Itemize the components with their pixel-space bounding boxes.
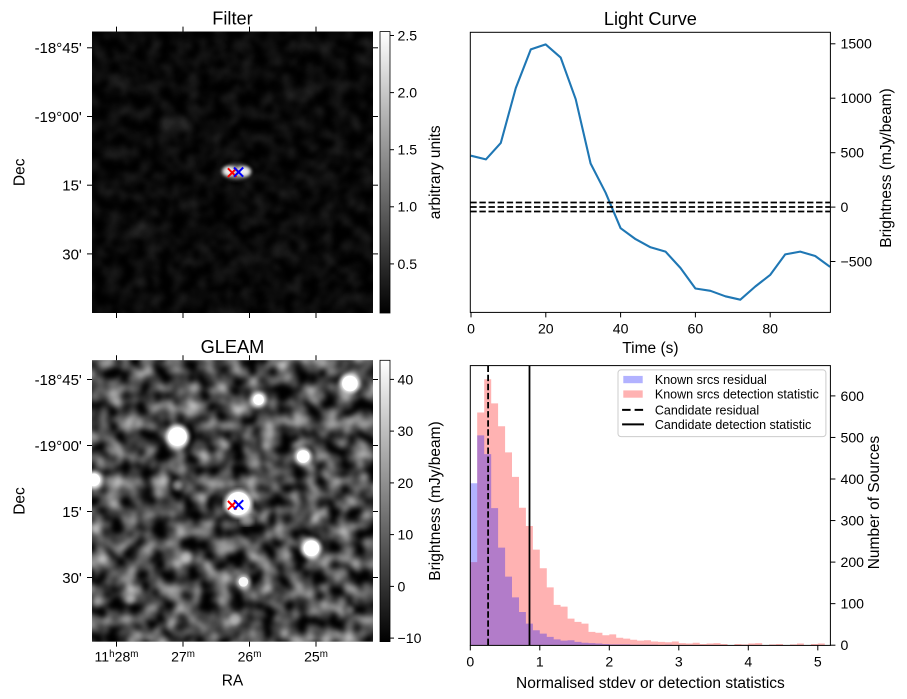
svg-text:0: 0	[466, 653, 474, 669]
svg-text:−10: −10	[398, 630, 422, 646]
svg-text:3: 3	[675, 653, 683, 669]
svg-text:Brightness (mJy/beam): Brightness (mJy/beam)	[878, 88, 895, 247]
svg-text:5: 5	[814, 653, 822, 669]
svg-text:1500: 1500	[841, 36, 873, 52]
svg-text:-19°00': -19°00'	[35, 438, 82, 455]
svg-text:0.5: 0.5	[398, 256, 418, 272]
svg-text:GLEAM: GLEAM	[201, 337, 265, 357]
svg-text:Normalised stdev or detection: Normalised stdev or detection statistics	[516, 675, 785, 692]
svg-text:15': 15'	[62, 504, 82, 521]
svg-text:0: 0	[467, 320, 475, 336]
svg-text:0: 0	[841, 199, 849, 215]
svg-text:2.0: 2.0	[398, 85, 418, 101]
svg-text:-18°45': -18°45'	[35, 40, 82, 57]
svg-text:Dec: Dec	[12, 487, 29, 515]
svg-text:Filter: Filter	[212, 8, 252, 28]
svg-text:40: 40	[398, 371, 414, 387]
svg-text:0: 0	[398, 578, 406, 594]
svg-text:400: 400	[841, 471, 865, 487]
svg-text:500: 500	[841, 145, 865, 161]
svg-text:40: 40	[613, 320, 629, 336]
svg-text:20: 20	[538, 320, 554, 336]
svg-text:Brightness (mJy/beam): Brightness (mJy/beam)	[427, 421, 444, 580]
svg-text:Candidate detection statistic: Candidate detection statistic	[655, 418, 811, 432]
svg-text:1.5: 1.5	[398, 142, 418, 158]
svg-text:10: 10	[398, 527, 414, 543]
svg-text:11h28m: 11h28m	[95, 649, 139, 665]
svg-text:200: 200	[841, 554, 865, 570]
svg-text:26m: 26m	[238, 649, 262, 665]
svg-text:0: 0	[841, 637, 849, 653]
svg-text:2: 2	[605, 653, 613, 669]
svg-text:Number of Sources: Number of Sources	[866, 435, 883, 569]
svg-text:30': 30'	[62, 246, 82, 263]
svg-text:1000: 1000	[841, 90, 873, 106]
svg-text:Known srcs detection statistic: Known srcs detection statistic	[655, 388, 819, 402]
svg-text:Known srcs residual: Known srcs residual	[655, 373, 767, 387]
svg-text:27m: 27m	[171, 649, 195, 665]
svg-text:300: 300	[841, 513, 865, 529]
svg-text:1: 1	[536, 653, 544, 669]
svg-text:60: 60	[688, 320, 704, 336]
svg-text:-19°00': -19°00'	[35, 109, 82, 126]
svg-text:2.5: 2.5	[398, 27, 418, 43]
svg-text:RA: RA	[222, 673, 244, 690]
svg-text:30: 30	[398, 423, 414, 439]
svg-text:500: 500	[841, 429, 865, 445]
svg-text:Candidate residual: Candidate residual	[655, 403, 759, 417]
svg-text:30': 30'	[62, 570, 82, 587]
svg-text:Light Curve: Light Curve	[604, 9, 697, 29]
svg-text:600: 600	[841, 388, 865, 404]
svg-text:4: 4	[744, 653, 752, 669]
svg-text:15': 15'	[62, 178, 82, 195]
svg-text:20: 20	[398, 475, 414, 491]
svg-text:25m: 25m	[304, 649, 328, 665]
svg-text:80: 80	[762, 320, 778, 336]
svg-text:Dec: Dec	[12, 158, 29, 186]
svg-text:−500: −500	[841, 253, 873, 269]
svg-text:arbitrary units: arbitrary units	[427, 125, 444, 219]
svg-text:1.0: 1.0	[398, 199, 418, 215]
svg-text:-18°45': -18°45'	[35, 372, 82, 389]
svg-text:100: 100	[841, 596, 865, 612]
svg-text:Time (s): Time (s)	[622, 340, 678, 357]
